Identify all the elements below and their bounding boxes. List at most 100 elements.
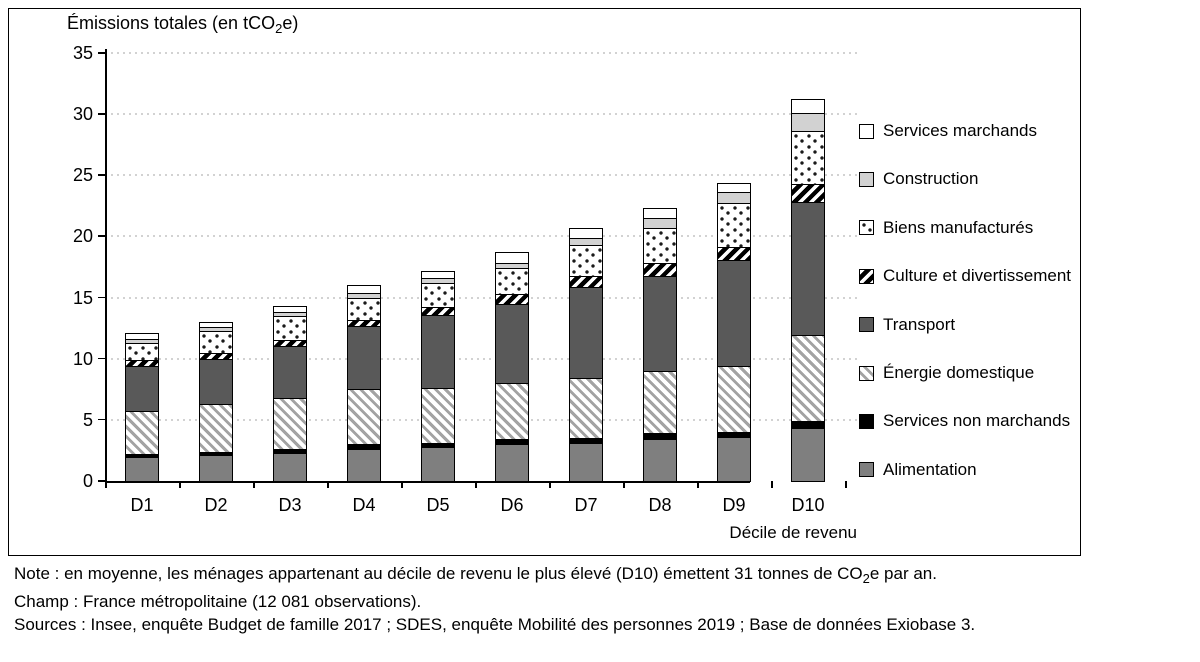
bar-segment-D9-Culture et divertissement <box>717 247 751 261</box>
bar-segment-D5-Services marchands <box>421 271 455 279</box>
bar-segment-D10-Services marchands <box>791 99 825 114</box>
bar-segment-D1-Transport <box>125 366 159 412</box>
y-tick-35 <box>98 52 105 54</box>
bar-segment-D6-Biens manufacturés <box>495 268 529 295</box>
y-tick-label-15: 15 <box>72 287 93 308</box>
gridline-20 <box>105 235 861 238</box>
bar-segment-D9-Transport <box>717 260 751 367</box>
x-axis-tick <box>327 481 329 488</box>
bar-segment-D9-Services marchands <box>717 183 751 193</box>
bar-segment-D6-Services marchands <box>495 252 529 264</box>
bar-segment-D5-Culture et divertissement <box>421 307 455 316</box>
gridline-15 <box>105 296 861 299</box>
bar-segment-D5-Énergie domestique <box>421 388 455 444</box>
footnotes: Note : en moyenne, les ménages appartena… <box>14 562 975 636</box>
y-axis-line <box>105 49 107 482</box>
bar-segment-D2-Alimentation <box>199 455 233 482</box>
x-axis-tick <box>401 481 403 488</box>
bar-segment-D8-Services marchands <box>643 208 677 219</box>
bar-segment-D6-Alimentation <box>495 444 529 482</box>
x-axis-tick <box>475 481 477 488</box>
x-axis-tick <box>253 481 255 488</box>
y-tick-0 <box>98 480 105 482</box>
gridline-25 <box>105 174 861 177</box>
bar-segment-D6-Culture et divertissement <box>495 294 529 305</box>
bar-segment-D10-Construction <box>791 113 825 132</box>
bar-segment-D3-Culture et divertissement <box>273 340 307 347</box>
gridline-30 <box>105 113 861 116</box>
bar-segment-D3-Biens manufacturés <box>273 316 307 341</box>
note-line: Note : en moyenne, les ménages appartena… <box>14 562 975 590</box>
bar-segment-D2-Énergie domestique <box>199 404 233 453</box>
bar-segment-D5-Biens manufacturés <box>421 283 455 308</box>
y-tick-15 <box>98 296 105 299</box>
bar-segment-D4-Énergie domestique <box>347 389 381 445</box>
bar-segment-D5-Transport <box>421 315 455 389</box>
y-tick-label-10: 10 <box>72 348 93 369</box>
bar-segment-D10-Alimentation <box>791 428 825 482</box>
bar-segment-D4-Transport <box>347 326 381 390</box>
bar-segment-D4-Culture et divertissement <box>347 320 381 327</box>
bar-segment-D3-Alimentation <box>273 453 307 482</box>
bar-segment-D7-Alimentation <box>569 443 603 482</box>
x-axis-tick <box>771 481 773 488</box>
y-tick-20 <box>98 235 105 237</box>
x-label-D8: D8 <box>648 495 672 515</box>
bar-segment-D3-Transport <box>273 346 307 399</box>
bar-segment-D7-Services marchands <box>569 228 603 239</box>
bar-segment-D10-Transport <box>791 202 825 336</box>
bar-segment-D8-Construction <box>643 218 677 229</box>
bar-segment-D7-Biens manufacturés <box>569 245 603 277</box>
bar-segment-D1-Biens manufacturés <box>125 343 159 361</box>
y-tick-30 <box>98 113 105 115</box>
y-tick-label-35: 35 <box>72 43 93 63</box>
bar-segment-D5-Alimentation <box>421 447 455 482</box>
bar-segment-D10-Services non marchands <box>791 421 825 429</box>
gridline-35 <box>105 52 861 54</box>
x-label-D6: D6 <box>500 495 524 515</box>
bar-segment-D1-Services marchands <box>125 333 159 340</box>
bar-segment-D6-Transport <box>495 304 529 384</box>
x-label-D9: D9 <box>722 495 746 515</box>
bar-segment-D8-Biens manufacturés <box>643 228 677 264</box>
x-label-D10: D10 <box>791 495 825 515</box>
bar-segment-D10-Énergie domestique <box>791 335 825 422</box>
gridline-5 <box>105 418 861 421</box>
bar-segment-D6-Énergie domestique <box>495 383 529 440</box>
x-axis-tick <box>105 481 107 488</box>
x-axis-tick <box>697 481 699 488</box>
bar-segment-D4-Biens manufacturés <box>347 298 381 321</box>
bar-segment-D3-Services marchands <box>273 306 307 313</box>
bar-segment-D7-Transport <box>569 287 603 379</box>
y-tick-label-20: 20 <box>72 226 93 247</box>
gridline-10 <box>105 357 861 360</box>
x-label-D5: D5 <box>426 495 450 515</box>
bar-segment-D7-Énergie domestique <box>569 378 603 439</box>
y-tick-5 <box>98 418 105 421</box>
y-tick-label-0: 0 <box>82 471 93 491</box>
y-tick-label-30: 30 <box>72 104 93 125</box>
y-tick-25 <box>98 174 105 176</box>
chart-title: Émissions totales (en tCO2e) <box>67 13 298 36</box>
plot-area: 0 5 10 15 20 25 30 35 D1 D2 D3 D4 D5 D6 D7 D8 D9 D10 <box>9 9 1082 557</box>
bar-segment-D2-Transport <box>199 359 233 405</box>
bar-segment-D7-Construction <box>569 238 603 246</box>
bar-segment-D9-Construction <box>717 192 751 204</box>
bar-segment-D1-Énergie domestique <box>125 411 159 455</box>
bar-segment-D8-Alimentation <box>643 439 677 482</box>
bar-segment-D7-Culture et divertissement <box>569 276 603 288</box>
note-text: Note : en moyenne, les ménages appartena… <box>14 564 863 583</box>
champ-line: Champ : France métropolitaine (12 081 ob… <box>14 592 422 611</box>
bar-segment-D2-Biens manufacturés <box>199 331 233 354</box>
bar-segment-D10-Culture et divertissement <box>791 184 825 203</box>
bar-segment-D2-Culture et divertissement <box>199 353 233 360</box>
bar-segment-D9-Énergie domestique <box>717 366 751 433</box>
bar-segment-D9-Alimentation <box>717 437 751 482</box>
bar-segment-D8-Services non marchands <box>643 433 677 440</box>
x-label-D3: D3 <box>278 495 302 515</box>
x-axis-tick <box>623 481 625 488</box>
x-label-D2: D2 <box>204 495 228 515</box>
y-tick-10 <box>98 357 105 360</box>
x-axis-tick <box>845 481 847 488</box>
